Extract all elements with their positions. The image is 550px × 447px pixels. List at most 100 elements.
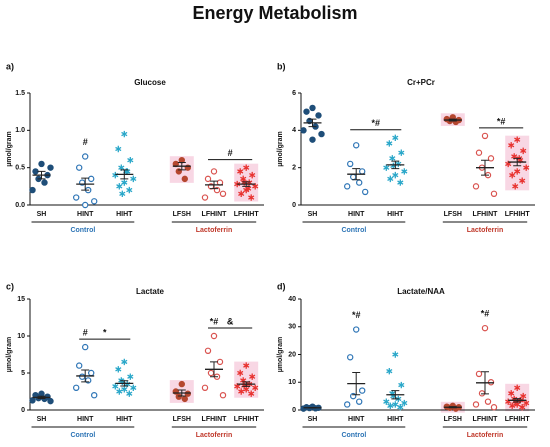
- y-axis-label: µmol/gram: [6, 131, 13, 167]
- x-tick-label: LFHINT: [473, 416, 499, 423]
- data-point: [490, 404, 498, 411]
- data-point: [249, 373, 256, 380]
- data-point: [116, 388, 123, 395]
- group-label: Lactoferrin: [196, 227, 233, 234]
- y-tick-label: 5: [21, 370, 25, 377]
- data-point: [112, 383, 119, 390]
- x-tick-label: LFHIHT: [234, 211, 260, 218]
- data-point: [398, 381, 405, 389]
- data-point: [201, 194, 209, 201]
- y-tick-label: 1.5: [15, 90, 25, 97]
- data-point: [475, 149, 483, 156]
- data-point: [509, 402, 516, 410]
- data-point: [178, 380, 185, 388]
- panel-title: Cr+PCr: [407, 78, 435, 87]
- data-point: [519, 404, 526, 411]
- data-point: [249, 171, 256, 179]
- data-point: [90, 198, 98, 205]
- y-axis-label: µmol/gram: [6, 337, 13, 373]
- significance-label: &: [227, 316, 234, 326]
- data-point: [38, 160, 45, 168]
- x-tick-label: HINT: [348, 416, 365, 423]
- data-point: [90, 392, 98, 399]
- data-point: [397, 404, 404, 411]
- data-point: [315, 112, 322, 119]
- data-point: [87, 175, 95, 183]
- data-point: [392, 351, 399, 358]
- data-point: [238, 190, 245, 197]
- x-tick-label: HIHT: [387, 211, 404, 218]
- y-tick-label: 0: [21, 407, 25, 414]
- data-point: [387, 175, 394, 183]
- x-tick-label: LFHINT: [473, 211, 499, 218]
- data-point: [472, 183, 480, 190]
- x-tick-label: HINT: [77, 416, 94, 423]
- data-point: [87, 369, 95, 377]
- x-tick-label: SH: [37, 416, 47, 423]
- data-point: [81, 153, 89, 160]
- data-point: [359, 168, 366, 175]
- panel-label: b): [277, 61, 286, 71]
- x-tick-label: SH: [37, 211, 47, 218]
- data-point: [81, 201, 89, 209]
- data-point: [81, 343, 89, 351]
- data-point: [487, 155, 495, 162]
- data-point: [127, 157, 134, 164]
- y-tick-label: 15: [17, 296, 25, 303]
- data-point: [216, 358, 224, 366]
- error-bar: [513, 157, 522, 167]
- error-bar: [391, 160, 400, 170]
- significance-label: *: [103, 327, 107, 337]
- data-point: [130, 175, 137, 183]
- data-point: [520, 147, 527, 155]
- data-point: [78, 373, 86, 380]
- data-point: [383, 398, 390, 405]
- y-tick-label: 10: [17, 333, 25, 340]
- panel-title: Lactate: [136, 287, 165, 296]
- panel-label: c): [6, 281, 14, 291]
- data-point: [490, 190, 498, 197]
- data-point: [126, 186, 133, 194]
- data-point: [29, 397, 36, 404]
- error-bar: [37, 170, 46, 180]
- x-tick-label: HINT: [77, 211, 94, 218]
- error-bar: [120, 169, 129, 180]
- error-bar: [513, 398, 522, 403]
- data-point: [29, 186, 36, 194]
- data-point: [386, 140, 393, 147]
- y-tick-label: 4: [292, 127, 296, 134]
- data-point: [121, 130, 128, 138]
- data-point: [481, 324, 489, 332]
- data-point: [219, 392, 227, 399]
- data-point: [344, 183, 351, 190]
- data-point: [344, 401, 351, 408]
- data-point: [398, 149, 405, 156]
- data-point: [72, 194, 80, 201]
- data-point: [395, 160, 402, 168]
- data-point: [130, 384, 137, 391]
- data-point: [347, 160, 354, 168]
- significance-label: *#: [352, 310, 361, 320]
- data-point: [248, 390, 255, 397]
- group-label: Lactoferrin: [467, 227, 504, 234]
- data-point: [397, 179, 404, 186]
- data-point: [75, 164, 83, 171]
- significance-label: #: [83, 327, 88, 337]
- group-label: Lactoferrin: [467, 432, 504, 439]
- data-point: [478, 390, 486, 397]
- data-point: [175, 393, 182, 400]
- data-point: [75, 362, 83, 369]
- error-bar: [481, 371, 489, 395]
- data-point: [248, 194, 255, 201]
- data-point: [207, 369, 215, 377]
- x-tick-label: HINT: [348, 211, 365, 218]
- data-point: [389, 155, 396, 162]
- data-point: [484, 398, 492, 405]
- x-tick-label: HIHT: [116, 416, 133, 423]
- data-point: [300, 127, 307, 134]
- data-point: [119, 190, 126, 197]
- significance-label: #: [228, 148, 233, 158]
- y-axis-label: µmol/gram: [277, 337, 284, 373]
- data-point: [318, 130, 325, 138]
- data-point: [238, 388, 245, 395]
